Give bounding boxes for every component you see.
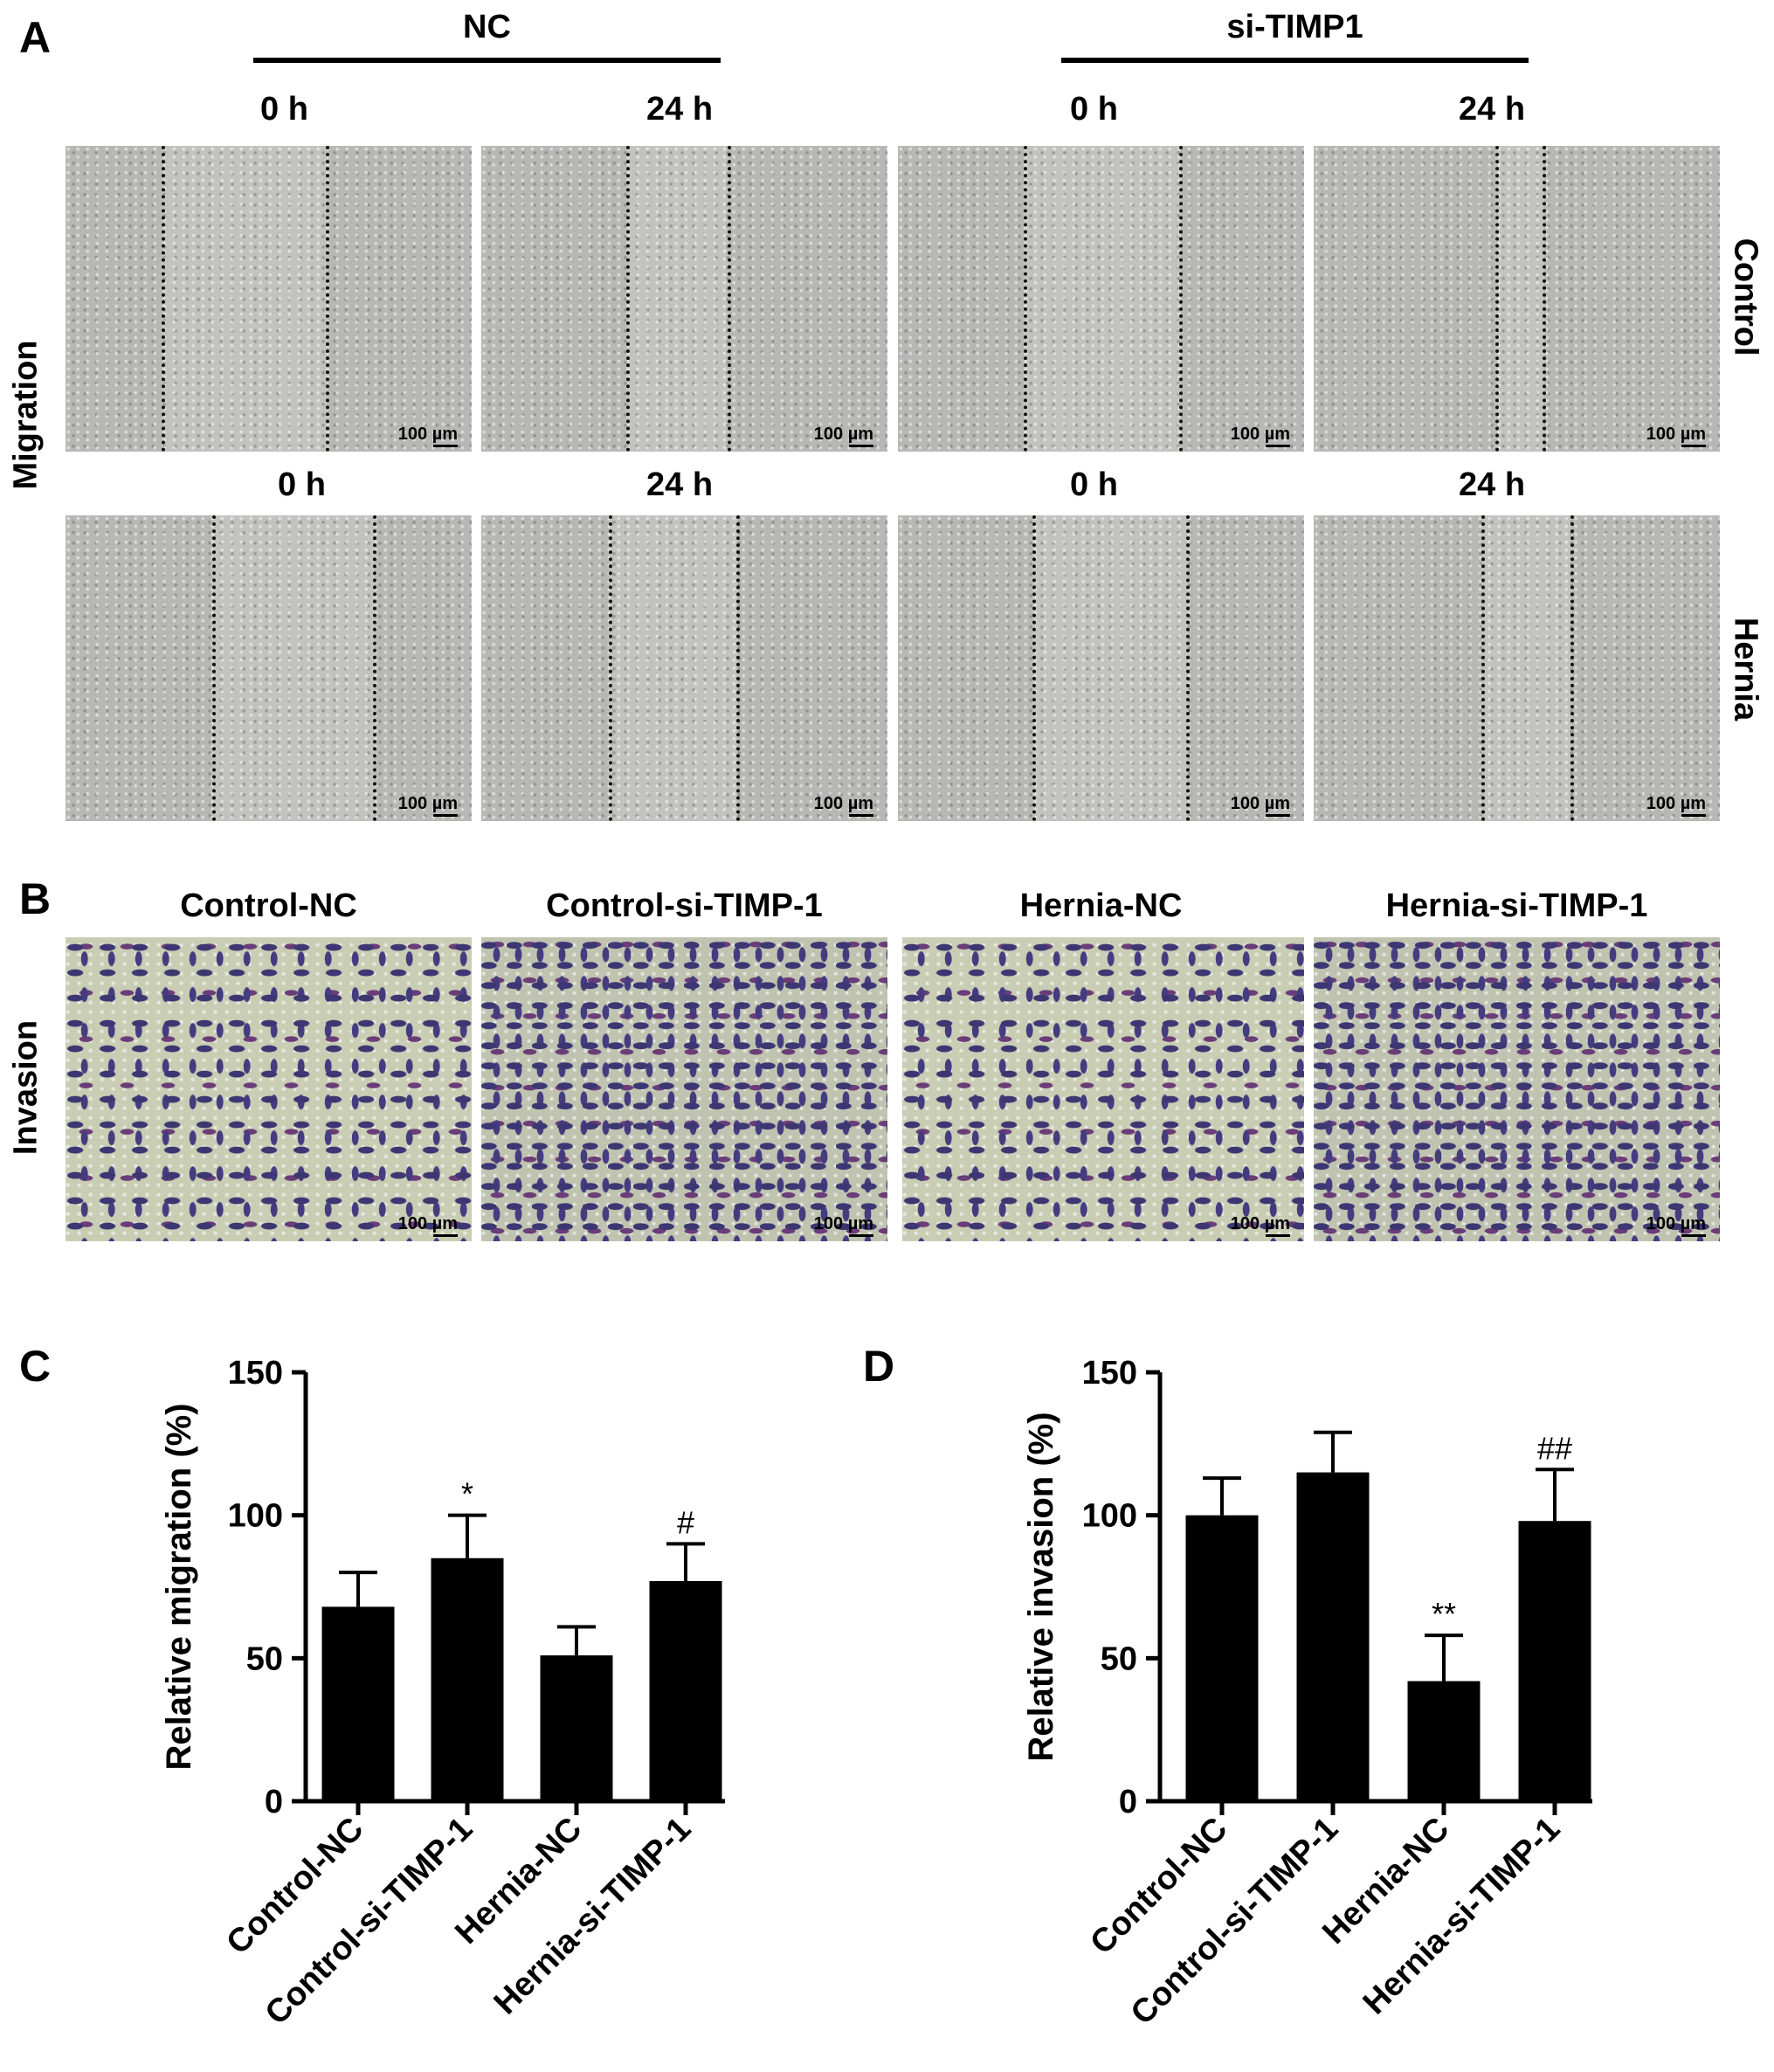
group-header-si-timp1: si-TIMP1 (1226, 9, 1363, 45)
significance-marker: * (461, 1476, 473, 1512)
group-header-nc: NC (463, 9, 511, 45)
significance-marker: ** (1432, 1596, 1456, 1632)
scale-bar: 100 µm (1230, 425, 1291, 447)
micrograph-control-nc-24h: 100 µm (481, 146, 887, 452)
row-label-migration: Migration (7, 340, 45, 490)
time-label: 0 h (1070, 466, 1118, 503)
x-tick-label: Hernia-si-TIMP-1 (1356, 1811, 1568, 2022)
bar (1296, 1472, 1370, 1801)
scale-bar: 100 µm (1646, 794, 1707, 817)
side-label-control: Control (1727, 238, 1764, 356)
scale-bar: 100 µm (397, 1214, 459, 1237)
scale-bar: 100 µm (1230, 794, 1291, 817)
time-label: 0 h (1070, 91, 1118, 128)
x-tick-label: Control-si-TIMP-1 (259, 1811, 480, 2033)
invasion-header: Control-si-TIMP-1 (546, 888, 823, 924)
y-tick-label: 50 (1101, 1640, 1137, 1677)
bar (1407, 1681, 1481, 1801)
invasion-micrograph-hernia-si-timp1: 100 µm (1314, 937, 1720, 1241)
panel-label-a: A (19, 13, 52, 62)
micrograph-hernia-nc-24h: 100 µm (481, 515, 887, 821)
panel-label-b: B (19, 874, 52, 923)
y-axis-label: Relative migration (%) (160, 1403, 198, 1770)
y-tick-label: 50 (246, 1640, 283, 1677)
row-label-invasion: Invasion (7, 1019, 45, 1156)
scale-bar: 100 µm (813, 425, 874, 447)
significance-marker: # (677, 1504, 694, 1540)
bar (321, 1606, 395, 1801)
time-label: 0 h (278, 466, 326, 503)
group-bar-si-timp1 (1061, 58, 1529, 63)
scale-bar: 100 µm (397, 425, 459, 447)
x-tick-label: Control-si-TIMP-1 (1124, 1811, 1346, 2033)
y-tick-label: 100 (228, 1498, 283, 1535)
y-tick-label: 150 (228, 1355, 283, 1392)
time-label: 24 h (1459, 91, 1526, 128)
scale-bar: 100 µm (813, 794, 874, 817)
group-bar-nc (253, 58, 721, 63)
micrograph-control-si-timp1-0h: 100 µm (898, 146, 1304, 452)
scale-bar: 100 µm (397, 794, 459, 817)
side-label-hernia: Hernia (1727, 617, 1764, 722)
bar (1518, 1521, 1591, 1801)
invasion-micrograph-hernia-nc: 100 µm (902, 937, 1304, 1241)
scale-bar: 100 µm (1230, 1214, 1291, 1237)
significance-marker: ## (1537, 1430, 1572, 1466)
micrograph-control-si-timp1-24h: 100 µm (1314, 146, 1720, 452)
invasion-header: Hernia-NC (1019, 888, 1183, 924)
bar (1185, 1515, 1259, 1801)
micrograph-hernia-si-timp1-24h: 100 µm (1314, 515, 1720, 821)
y-axis-label: Relative invasion (%) (1022, 1412, 1060, 1761)
invasion-header: Control-NC (180, 888, 357, 924)
micrograph-control-nc-0h: 100 µm (66, 146, 472, 452)
x-tick-label: Hernia-si-TIMP-1 (487, 1811, 699, 2022)
y-tick-label: 0 (265, 1784, 283, 1820)
invasion-header: Hernia-si-TIMP-1 (1385, 888, 1648, 924)
bar (649, 1580, 722, 1801)
scale-bar: 100 µm (813, 1214, 874, 1237)
y-tick-label: 0 (1119, 1784, 1137, 1820)
panel-label-d: D (863, 1342, 895, 1391)
y-tick-label: 100 (1082, 1498, 1137, 1535)
bar (431, 1557, 504, 1801)
panel-label-c: C (19, 1342, 52, 1391)
time-label: 24 h (1459, 466, 1526, 503)
bar (540, 1655, 613, 1801)
invasion-micrograph-control-nc: 100 µm (66, 937, 472, 1241)
invasion-micrograph-control-si-timp1: 100 µm (481, 937, 887, 1241)
time-label: 24 h (646, 466, 714, 503)
scale-bar: 100 µm (1646, 1214, 1707, 1237)
micrograph-hernia-nc-0h: 100 µm (66, 515, 472, 821)
scale-bar: 100 µm (1646, 425, 1707, 447)
time-label: 0 h (260, 91, 308, 128)
time-label: 24 h (646, 91, 714, 128)
micrograph-hernia-si-timp1-0h: 100 µm (898, 515, 1304, 821)
y-tick-label: 150 (1082, 1355, 1137, 1392)
